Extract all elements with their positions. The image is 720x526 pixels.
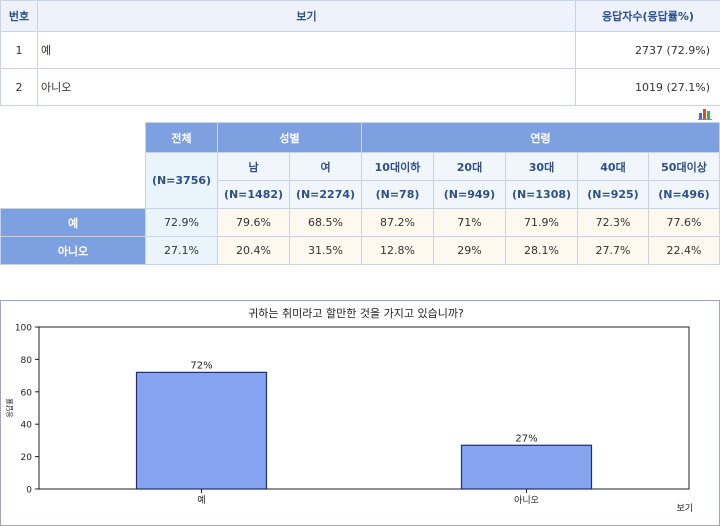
crosstab-cell-total: 27.1% — [145, 236, 218, 265]
crosstab-cell: 87.2% — [361, 208, 434, 237]
y-tick-label: 40 — [21, 421, 33, 431]
answers-header-option: 보기 — [37, 0, 576, 32]
y-tick-label: 20 — [21, 453, 33, 463]
crosstab-corner — [0, 122, 146, 209]
y-tick-label: 100 — [15, 324, 32, 334]
y-axis-ticks: 0 20 40 60 80 100 — [15, 324, 39, 496]
crosstab-col-label: 남 — [217, 152, 290, 181]
chart-title: 귀하는 취미라고 할만한 것을 가지고 있습니까? — [248, 306, 464, 320]
bar-data-label: 27% — [515, 433, 537, 444]
y-tick-label: 0 — [26, 486, 32, 496]
bars-group: 72% 예 27% 아니오 — [135, 360, 593, 506]
crosstab-cell: 68.5% — [289, 208, 362, 237]
crosstab-sub-header-row: (N=3756) 남 여 10대이하 20대 30대 40대 50대이상 — [1, 152, 720, 209]
answers-header-row: 번호 보기 응답자수(응답률%) — [0, 0, 720, 32]
x-tick-label: 예 — [197, 495, 205, 506]
answer-no: 2 — [0, 68, 38, 106]
crosstab-cell-total: 72.9% — [145, 208, 218, 237]
crosstab-cell: 71% — [433, 208, 506, 237]
answer-count: 2737 (72.9%) — [575, 31, 720, 69]
crosstab-col-label: 50대이상 — [648, 152, 720, 181]
crosstab-table: 전체 성별 연령 (N=3756) 남 여 10대이하 20대 30대 40대 … — [0, 122, 720, 265]
crosstab-cell: 27.7% — [577, 236, 649, 265]
crosstab-cell: 77.6% — [648, 208, 720, 237]
crosstab-col-label: 10대이하 — [361, 152, 434, 181]
answers-header-no: 번호 — [0, 0, 38, 32]
bar-chart-canvas: 귀하는 취미라고 할만한 것을 가지고 있습니까? 응답률 보기 0 20 40 60… — [5, 306, 693, 514]
crosstab-col-label: 40대 — [577, 152, 649, 181]
bar-data-label: 72% — [190, 360, 212, 371]
table-row: 아니오 27.1% 20.4% 31.5% 12.8% 29% 28.1% 27… — [0, 236, 720, 265]
table-row: 예 72.9% 79.6% 68.5% 87.2% 71% 71.9% 72.3… — [0, 208, 720, 237]
y-axis-label: 응답률 — [5, 398, 14, 418]
bar-chart: 귀하는 취미라고 할만한 것을 가지고 있습니까? 응답률 보기 0 20 40 60… — [0, 300, 720, 526]
crosstab-cell: 29% — [433, 236, 506, 265]
crosstab-col-n: (N=1308) — [505, 180, 578, 209]
crosstab-row-label: 예 — [0, 208, 146, 237]
crosstab-gender-header: 성별 — [217, 122, 362, 153]
x-axis-label: 보기 — [676, 503, 693, 514]
crosstab-cell: 20.4% — [217, 236, 290, 265]
crosstab-age-header: 연령 — [361, 122, 720, 153]
crosstab-col-label: 30대 — [505, 152, 578, 181]
crosstab-col-n: (N=949) — [433, 180, 506, 209]
crosstab-col-label: 여 — [289, 152, 362, 181]
crosstab-cell: 72.3% — [577, 208, 649, 237]
crosstab-cell: 71.9% — [505, 208, 578, 237]
answers-header-count: 응답자수(응답률%) — [575, 0, 720, 32]
answer-count: 1019 (27.1%) — [575, 68, 720, 106]
crosstab-col-n: (N=496) — [648, 180, 720, 209]
x-tick-label: 아니오 — [514, 495, 539, 506]
crosstab-n-row: (N=1482) (N=2274) (N=78) (N=949) (N=1308… — [1, 180, 720, 209]
table-row: 2 아니오 1019 (27.1%) — [0, 68, 720, 106]
crosstab-cell: 28.1% — [505, 236, 578, 265]
crosstab-col-n: (N=2274) — [289, 180, 362, 209]
crosstab-cell: 31.5% — [289, 236, 362, 265]
answers-table: 번호 보기 응답자수(응답률%) 1 예 2737 (72.9%) 2 아니오 … — [0, 0, 720, 106]
crosstab-cell: 22.4% — [648, 236, 720, 265]
crosstab-col-n: (N=78) — [361, 180, 434, 209]
y-tick-label: 60 — [21, 388, 33, 398]
crosstab-col-n: (N=925) — [577, 180, 649, 209]
crosstab-cell: 79.6% — [217, 208, 290, 237]
y-tick-label: 80 — [21, 356, 33, 366]
bar-chart-icon[interactable] — [697, 106, 713, 120]
crosstab-total-header: 전체 — [145, 122, 218, 153]
crosstab-total-n: (N=3756) — [145, 152, 218, 209]
crosstab-group-header-row: 전체 성별 연령 — [0, 122, 720, 209]
answer-option: 아니오 — [37, 68, 576, 106]
answer-option: 예 — [37, 31, 576, 69]
crosstab-col-n: (N=1482) — [217, 180, 290, 209]
crosstab-row-label: 아니오 — [0, 236, 146, 265]
table-row: 1 예 2737 (72.9%) — [0, 31, 720, 69]
crosstab-col-label: 20대 — [433, 152, 506, 181]
crosstab-cell: 12.8% — [361, 236, 434, 265]
bar — [460, 444, 593, 490]
bar — [135, 371, 268, 490]
answer-no: 1 — [0, 31, 38, 69]
